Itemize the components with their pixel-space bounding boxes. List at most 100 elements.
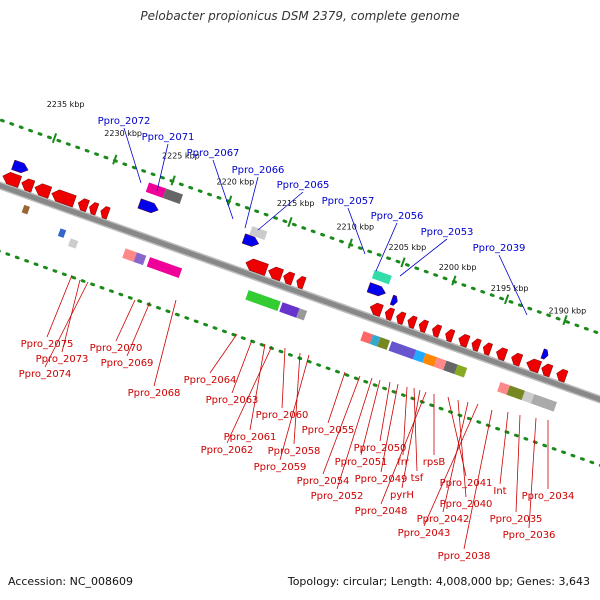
- kbp-tick-label: 2205 kbp: [389, 243, 427, 252]
- gene-box: [133, 252, 147, 266]
- gene-label-lower: Ppro_2034: [522, 491, 575, 502]
- inner-scale-ring: [0, 118, 600, 336]
- leader-line-upper: [212, 159, 234, 220]
- leader-line-lower: [209, 333, 238, 374]
- leader-line-upper: [498, 254, 528, 316]
- gene-label-lower: Ppro_2059: [254, 462, 307, 473]
- gene-box: [413, 349, 426, 363]
- gene-label-lower: Ppro_2058: [268, 446, 321, 457]
- gene-arrow-upper: [283, 271, 296, 286]
- gene-label-upper: Ppro_2072: [98, 116, 151, 127]
- gene-box: [433, 357, 447, 371]
- gene-label-lower: Ppro_2042: [417, 514, 470, 525]
- leader-line-lower: [499, 411, 509, 485]
- kbp-tick-mark: [170, 175, 176, 186]
- gene-box: [249, 226, 268, 241]
- kbp-tick-mark: [451, 275, 457, 286]
- gene-label-lower: Ppro_2041: [440, 478, 493, 489]
- gene-box: [521, 390, 535, 404]
- leader-line-lower: [457, 399, 467, 498]
- leader-line-lower: [379, 381, 391, 442]
- gene-box: [68, 238, 79, 249]
- gene-label-lower: Ppro_2050: [354, 443, 407, 454]
- gene-arrow-upper: [396, 311, 407, 325]
- leader-line-lower: [279, 354, 310, 461]
- gene-arrow-upper: [445, 329, 456, 343]
- gene-box: [454, 364, 468, 378]
- leader-line-lower: [401, 389, 421, 489]
- gene-arrow-upper: [432, 324, 443, 338]
- gene-arrow-upper: [100, 206, 111, 220]
- gene-box: [360, 331, 374, 344]
- gene-box: [57, 228, 67, 238]
- gene-label-lower: frr: [397, 457, 409, 468]
- leader-line-lower: [115, 299, 136, 342]
- gene-label-lower: Ppro_2061: [224, 432, 277, 443]
- leader-line-upper: [244, 176, 259, 229]
- leader-line-lower: [413, 387, 418, 472]
- gene-arrow-forward: [137, 198, 159, 214]
- leader-line-lower: [226, 345, 273, 444]
- gene-label-lower: Ppro_2048: [355, 506, 408, 517]
- gene-label-lower: Ppro_2068: [128, 388, 181, 399]
- leader-line-lower: [322, 375, 361, 475]
- kbp-tick-mark: [503, 294, 510, 305]
- gene-arrow-upper: [511, 352, 524, 367]
- kbp-tick-mark: [347, 238, 353, 249]
- kbp-tick-mark: [51, 133, 58, 144]
- gene-label-lower: Ppro_2038: [438, 551, 491, 562]
- gene-box: [422, 353, 438, 367]
- leader-line-lower: [46, 274, 73, 338]
- gene-arrow-upper: [556, 369, 569, 383]
- leader-line-lower: [528, 417, 537, 529]
- gene-box: [146, 257, 183, 278]
- gene-arrow-forward: [540, 348, 549, 360]
- gene-box: [122, 248, 137, 262]
- kbp-tick-label: 2230 kbp: [104, 129, 142, 138]
- gene-box: [296, 308, 308, 321]
- gene-arrow-upper: [418, 319, 429, 333]
- kbp-tick-mark: [287, 216, 293, 228]
- gene-label-lower: Ppro_2040: [440, 499, 493, 510]
- leader-line-lower: [44, 281, 89, 368]
- gene-label-lower: Ppro_2043: [398, 528, 451, 539]
- gene-arrow-upper: [541, 363, 554, 378]
- gene-arrow-upper: [407, 315, 418, 329]
- gene-box: [145, 182, 167, 198]
- gene-box: [388, 341, 417, 360]
- leader-line-lower: [126, 301, 151, 357]
- gene-arrow-upper: [384, 307, 396, 321]
- gene-label-lower: Ppro_2063: [206, 395, 259, 406]
- gene-label-upper: Ppro_2071: [142, 132, 195, 143]
- gene-arrow-upper: [77, 198, 90, 213]
- leader-line-upper: [347, 207, 366, 255]
- gene-box: [377, 337, 391, 350]
- gene-arrow-upper: [2, 172, 23, 188]
- gene-arrow-forward: [11, 159, 29, 174]
- gene-label-upper: Ppro_2056: [371, 211, 424, 222]
- gene-box: [369, 334, 381, 347]
- kbp-tick-label: 2190 kbp: [549, 306, 587, 315]
- gene-label-lower: tsf: [411, 473, 424, 484]
- kbp-tick-label: 2200 kbp: [439, 263, 477, 272]
- gene-label-upper: Ppro_2053: [421, 227, 474, 238]
- kbp-tick-mark: [112, 154, 118, 165]
- gene-arrow-upper: [496, 347, 509, 362]
- leader-line-lower: [402, 386, 408, 456]
- leader-line-upper: [257, 191, 304, 231]
- gene-label-lower: Ppro_2052: [311, 491, 364, 502]
- gene-arrow-upper: [471, 338, 482, 352]
- gene-label-lower: Int: [493, 486, 506, 497]
- kbp-tick-label: 2195 kbp: [491, 284, 529, 293]
- leader-line-upper: [399, 238, 448, 277]
- accession-text: Accession: NC_008609: [8, 575, 134, 588]
- leader-line-lower: [380, 391, 427, 505]
- kbp-tick-label: 2220 kbp: [217, 178, 255, 187]
- leader-line-lower: [380, 383, 399, 473]
- leader-line-lower: [442, 401, 469, 513]
- backbone-line: [0, 182, 600, 403]
- gene-arrow-forward: [366, 282, 386, 297]
- gene-label-lower: Ppro_2054: [297, 476, 350, 487]
- gene-box: [443, 360, 458, 375]
- gene-box: [162, 188, 183, 204]
